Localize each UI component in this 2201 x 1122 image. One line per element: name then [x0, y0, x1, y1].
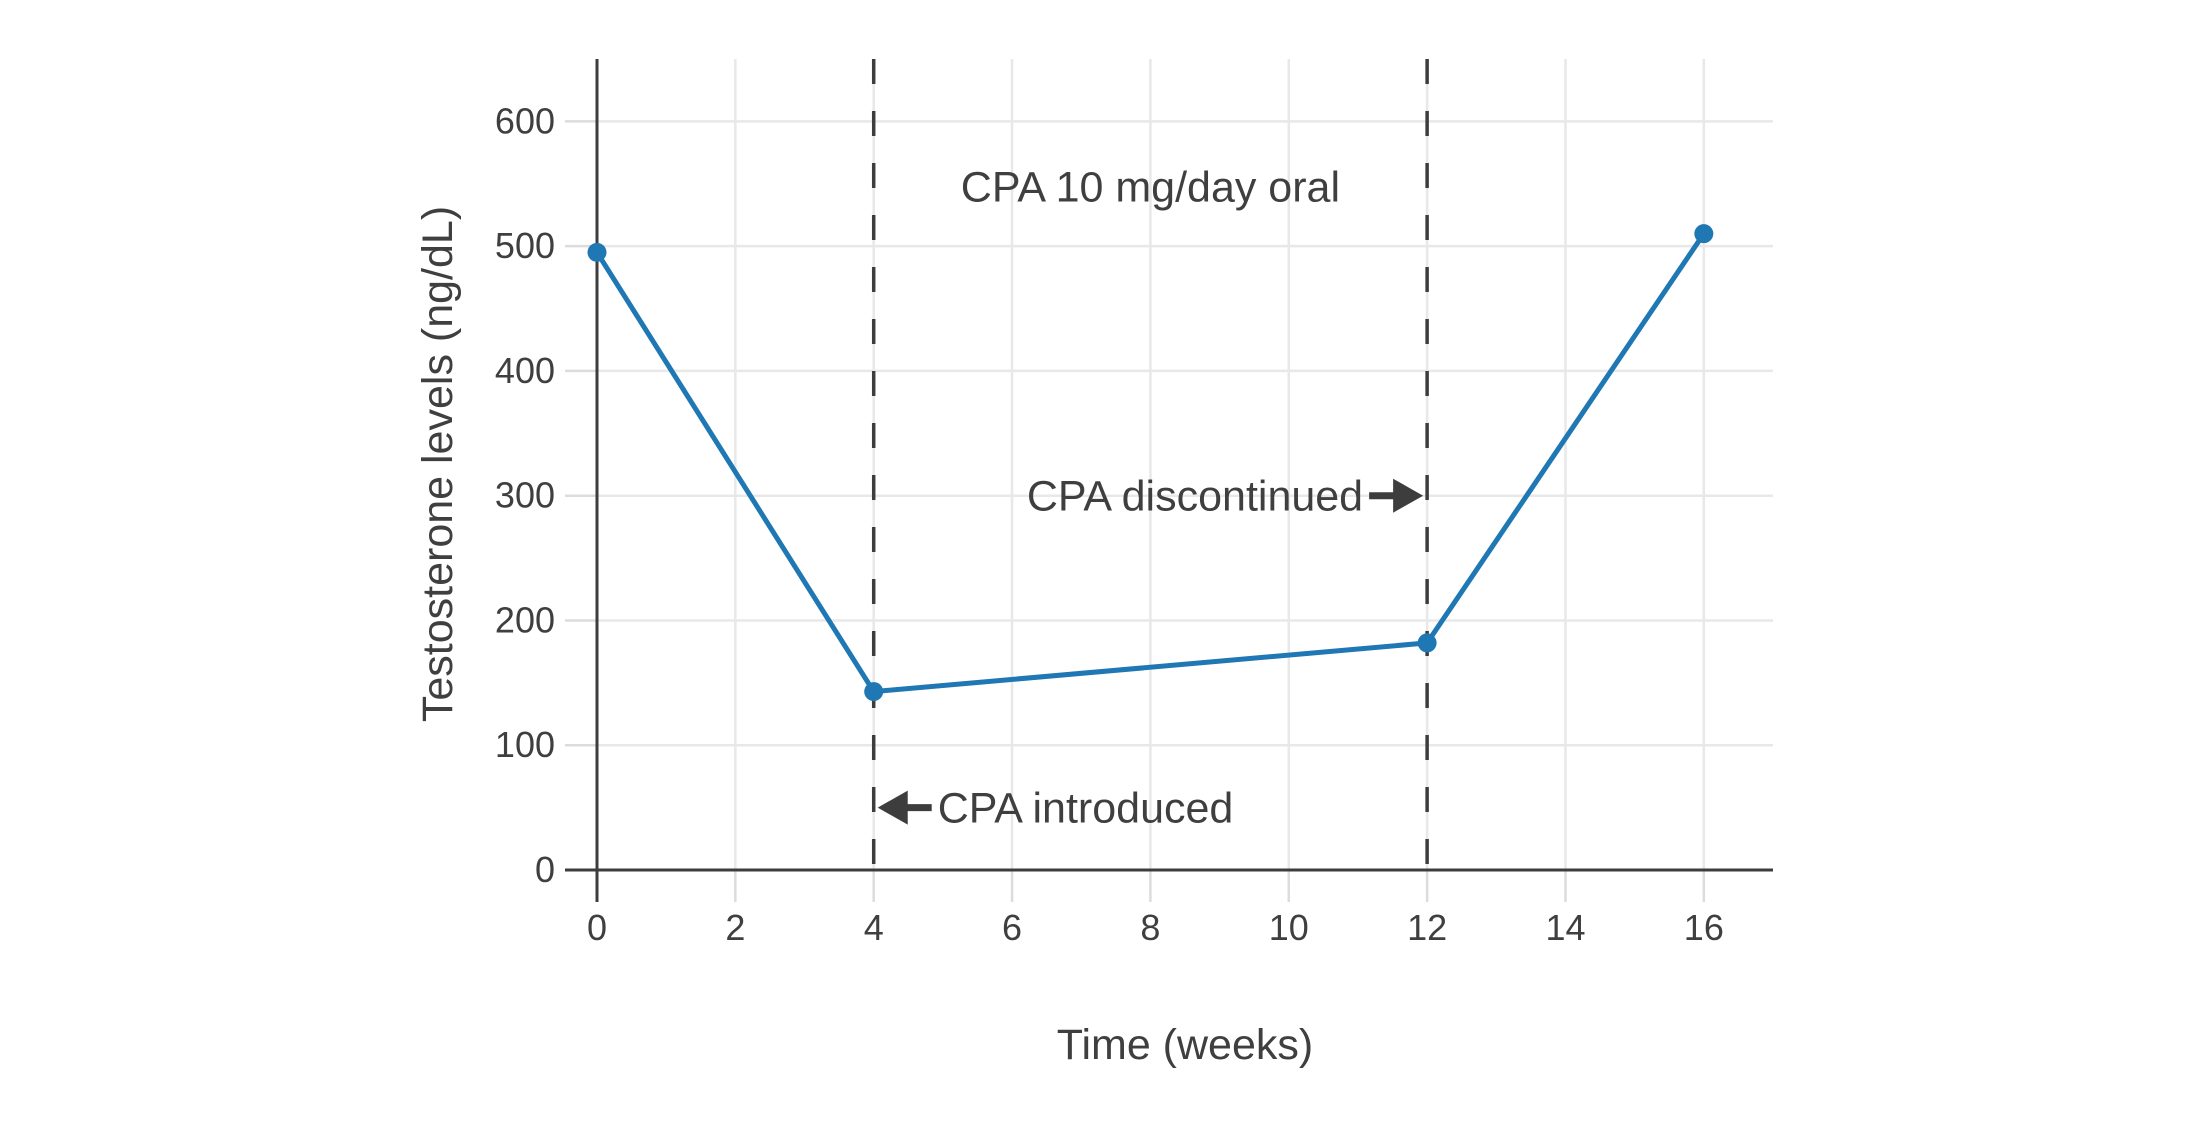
x-tick-label: 12 [1407, 907, 1447, 948]
x-axis-title: Time (weeks) [1057, 1021, 1313, 1069]
y-tick-label: 400 [495, 350, 555, 391]
annotation-text: CPA introduced [938, 785, 1234, 833]
data-line [594, 231, 1707, 695]
data-point [864, 682, 884, 702]
y-axis-title: Testosterone levels (ng/dL) [414, 206, 462, 722]
x-tick-label: 2 [725, 907, 745, 948]
x-tick-label: 4 [864, 907, 884, 948]
x-tick-label: 14 [1545, 907, 1585, 948]
x-tick-label: 0 [587, 907, 607, 948]
annotation-text: CPA 10 mg/day oral [961, 163, 1340, 211]
x-tick-label: 16 [1684, 907, 1724, 948]
x-tick-label: 8 [1140, 907, 1160, 948]
chart-generated: 0 100 200 300 400 500 600 0 2 4 6 8 10 12 14 16 CPA 10 m… [495, 59, 1773, 948]
x-tick-label: 6 [1002, 907, 1022, 948]
y-tick-label: 0 [535, 849, 555, 890]
y-tick-label: 200 [495, 599, 555, 640]
y-tick-label: 100 [495, 724, 555, 765]
y-tick-label: 300 [495, 475, 555, 516]
annotation-arrowhead [1393, 478, 1424, 513]
annotation-arrowhead [877, 790, 908, 825]
y-tick-label: 500 [495, 225, 555, 266]
data-point [1417, 633, 1437, 653]
data-point [1694, 224, 1714, 244]
annotation-text: CPA discontinued [1027, 473, 1363, 521]
y-tick-label: 600 [495, 100, 555, 141]
x-tick-label: 10 [1269, 907, 1309, 948]
data-point [587, 242, 607, 262]
